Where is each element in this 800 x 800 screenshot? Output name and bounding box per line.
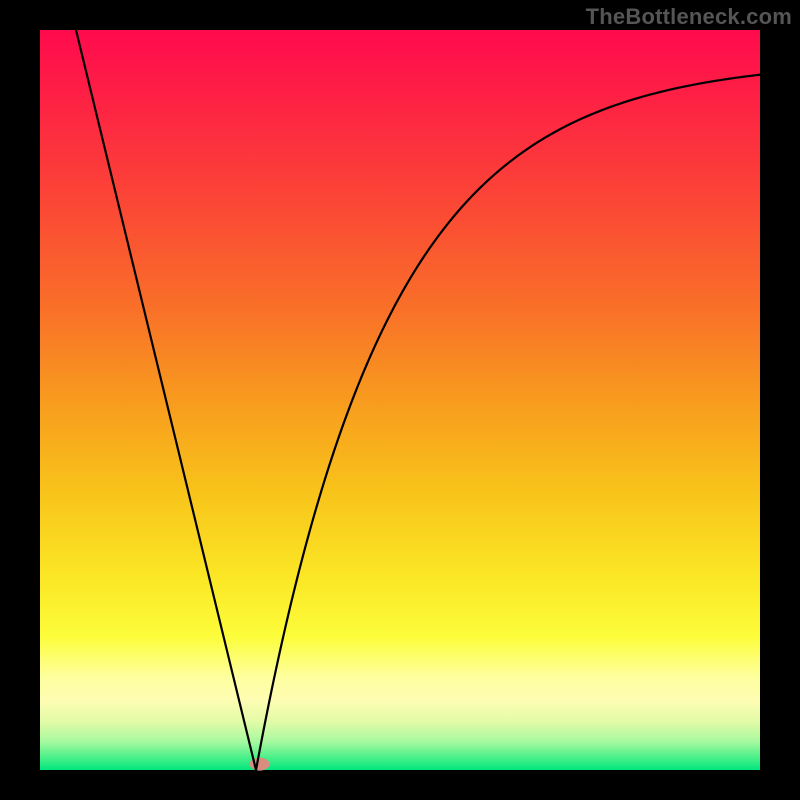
bottleneck-chart xyxy=(0,0,800,800)
watermark-text: TheBottleneck.com xyxy=(586,4,792,30)
plot-background xyxy=(40,30,760,770)
chart-container: TheBottleneck.com xyxy=(0,0,800,800)
